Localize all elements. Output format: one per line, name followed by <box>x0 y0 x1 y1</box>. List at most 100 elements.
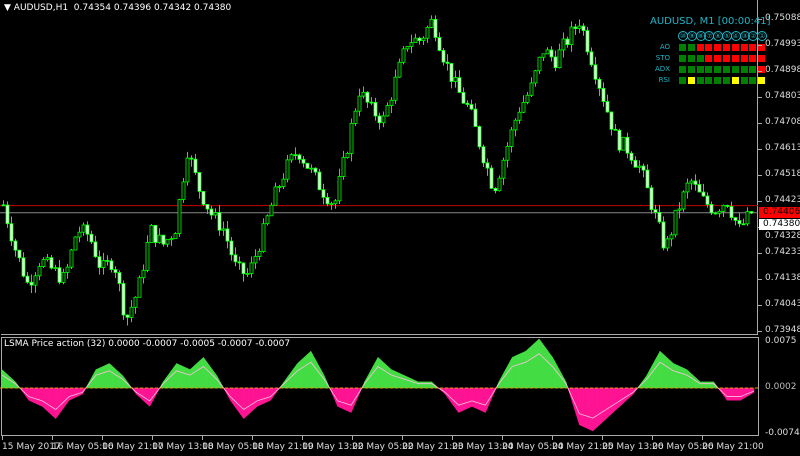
oscillator-negative-area <box>25 387 28 399</box>
oscillator-negative-area <box>28 387 31 402</box>
candlestick-chart[interactable] <box>0 0 758 334</box>
time-tick <box>552 436 553 440</box>
oscillator-negative-area <box>451 387 454 407</box>
candle-body <box>593 64 598 80</box>
oscillator-positive-area <box>679 366 683 389</box>
oscillator-negative-area <box>30 387 33 403</box>
oscillator-chart <box>0 338 758 432</box>
time-tick <box>402 436 403 440</box>
candle-body <box>341 157 346 177</box>
oscillator-positive-area <box>196 361 199 389</box>
oscillator-negative-area <box>137 387 140 398</box>
oscillator-positive-area <box>520 352 523 389</box>
oscillator-negative-area <box>37 387 40 406</box>
candle-body <box>201 191 206 205</box>
candle-body <box>93 241 98 258</box>
oscillator-negative-area <box>446 387 449 400</box>
oscillator-positive-area <box>322 372 325 389</box>
oscillator-negative-area <box>47 387 50 414</box>
candle-body <box>301 159 306 164</box>
candle-body <box>313 167 318 173</box>
time-tick <box>52 436 53 440</box>
oscillator-negative-area <box>575 387 578 420</box>
candle-body <box>477 126 482 148</box>
main-chart-area[interactable] <box>1 0 758 335</box>
candle-body <box>109 260 114 270</box>
oscillator-positive-area <box>214 372 218 389</box>
oscillator-negative-area <box>31 387 35 403</box>
oscillator-negative-area <box>43 387 46 411</box>
oscillator-positive-area <box>414 379 417 389</box>
oscillator-positive-area <box>528 346 531 389</box>
candle-body <box>385 105 390 117</box>
candle-body <box>453 77 458 82</box>
oscillator-positive-area <box>429 381 432 389</box>
oscillator-positive-area <box>112 365 115 389</box>
oscillator-positive-area <box>374 360 377 389</box>
signal-cell <box>696 77 704 84</box>
oscillator-negative-area <box>349 387 352 413</box>
oscillator-negative-area <box>63 387 67 408</box>
candle-body <box>397 61 402 78</box>
oscillator-positive-area <box>119 372 122 389</box>
oscillator-negative-area <box>65 387 68 406</box>
candle-body <box>245 273 250 275</box>
oscillator-positive-area <box>418 381 421 389</box>
candle-body <box>609 111 614 130</box>
candle-body <box>541 53 546 58</box>
oscillator-positive-area <box>174 362 177 389</box>
candle-body <box>573 26 578 29</box>
oscillator-negative-area <box>236 387 239 413</box>
candle-body <box>549 49 554 58</box>
candle-body <box>161 234 166 245</box>
oscillator-positive-area <box>114 367 117 389</box>
candle-body <box>165 238 170 245</box>
candle-body <box>589 51 594 66</box>
candle-body <box>509 129 514 147</box>
oscillator-negative-area <box>243 387 246 420</box>
oscillator-negative-area <box>142 387 145 403</box>
oscillator-negative-area <box>73 387 77 399</box>
candle-body <box>261 223 266 252</box>
oscillator-negative-area <box>624 387 627 403</box>
oscillator-positive-area <box>312 354 315 389</box>
oscillator-negative-area <box>352 387 355 409</box>
oscillator-negative-area <box>597 387 600 427</box>
oscillator-positive-area <box>508 360 511 389</box>
oscillator-negative-area <box>347 387 350 413</box>
candle-body <box>713 212 718 215</box>
signal-cell <box>714 66 722 73</box>
signal-cell <box>723 55 730 62</box>
candle-body <box>705 195 710 205</box>
indicator-panel[interactable] <box>1 337 759 436</box>
oscillator-positive-area <box>307 352 310 389</box>
candle-body <box>193 158 198 173</box>
oscillator-negative-area <box>483 387 486 413</box>
candle-body <box>701 191 706 197</box>
candle-body <box>325 196 330 205</box>
oscillator-positive-area <box>308 350 312 389</box>
signal-cell <box>696 66 704 73</box>
signal-cell <box>723 77 730 84</box>
oscillator-positive-area <box>367 372 370 389</box>
oscillator-negative-area <box>590 387 594 432</box>
candle-body <box>209 208 214 216</box>
price-axis-label: 0.74708 <box>765 117 800 127</box>
oscillator-positive-area <box>706 381 709 389</box>
oscillator-negative-area <box>748 387 751 396</box>
candle-body <box>569 26 574 46</box>
oscillator-negative-area <box>738 387 741 401</box>
signal-cell <box>705 44 713 51</box>
candle-body <box>501 159 506 179</box>
candle-body <box>577 25 582 29</box>
oscillator-positive-area <box>94 369 97 389</box>
oscillator-positive-area <box>688 370 691 389</box>
time-tick <box>202 436 203 440</box>
collapse-triangle-icon[interactable]: ▼ <box>4 3 14 13</box>
candle-body <box>225 228 230 242</box>
candle-body <box>185 157 190 183</box>
oscillator-positive-area <box>527 347 530 389</box>
oscillator-positive-area <box>1 369 4 389</box>
oscillator-negative-area <box>460 387 463 413</box>
candle-body <box>417 37 422 42</box>
